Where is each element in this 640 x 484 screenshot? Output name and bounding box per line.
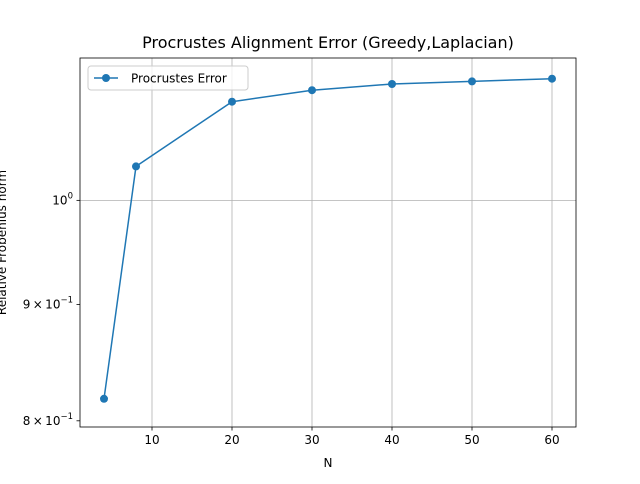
grid-layer xyxy=(80,58,576,427)
tick-layer: 10 20 30 40 50 60 8 × 10−1 9 × 10−1 100 xyxy=(23,191,560,447)
x-tick-label: 40 xyxy=(384,433,399,447)
series-layer xyxy=(100,74,556,403)
data-point xyxy=(548,74,556,83)
y-tick-label: 100 xyxy=(52,191,73,207)
y-tick-label: 9 × 10−1 xyxy=(23,295,73,311)
x-tick-label: 30 xyxy=(304,433,319,447)
chart-title: Procrustes Alignment Error (Greedy,Lapla… xyxy=(142,33,514,52)
x-axis-label: N xyxy=(324,456,333,470)
x-tick-label: 50 xyxy=(464,433,479,447)
data-point xyxy=(468,77,476,86)
data-point xyxy=(388,80,396,88)
y-axis-label: Relative Frobenius norm xyxy=(0,170,9,315)
legend-marker-swatch xyxy=(102,74,110,82)
axes-frame xyxy=(79,57,577,428)
y-tick-label: 8 × 10−1 xyxy=(23,412,73,428)
legend: Procrustes Error xyxy=(87,65,249,91)
x-tick-label: 20 xyxy=(224,433,239,447)
data-point xyxy=(132,162,140,171)
x-tick-label: 10 xyxy=(144,433,159,447)
data-point xyxy=(228,97,236,106)
data-point xyxy=(100,394,108,403)
x-tick-label: 60 xyxy=(544,433,559,447)
legend-entry-procrustes-error: Procrustes Error xyxy=(131,72,227,86)
legend-box xyxy=(87,65,249,91)
data-point xyxy=(308,86,316,95)
